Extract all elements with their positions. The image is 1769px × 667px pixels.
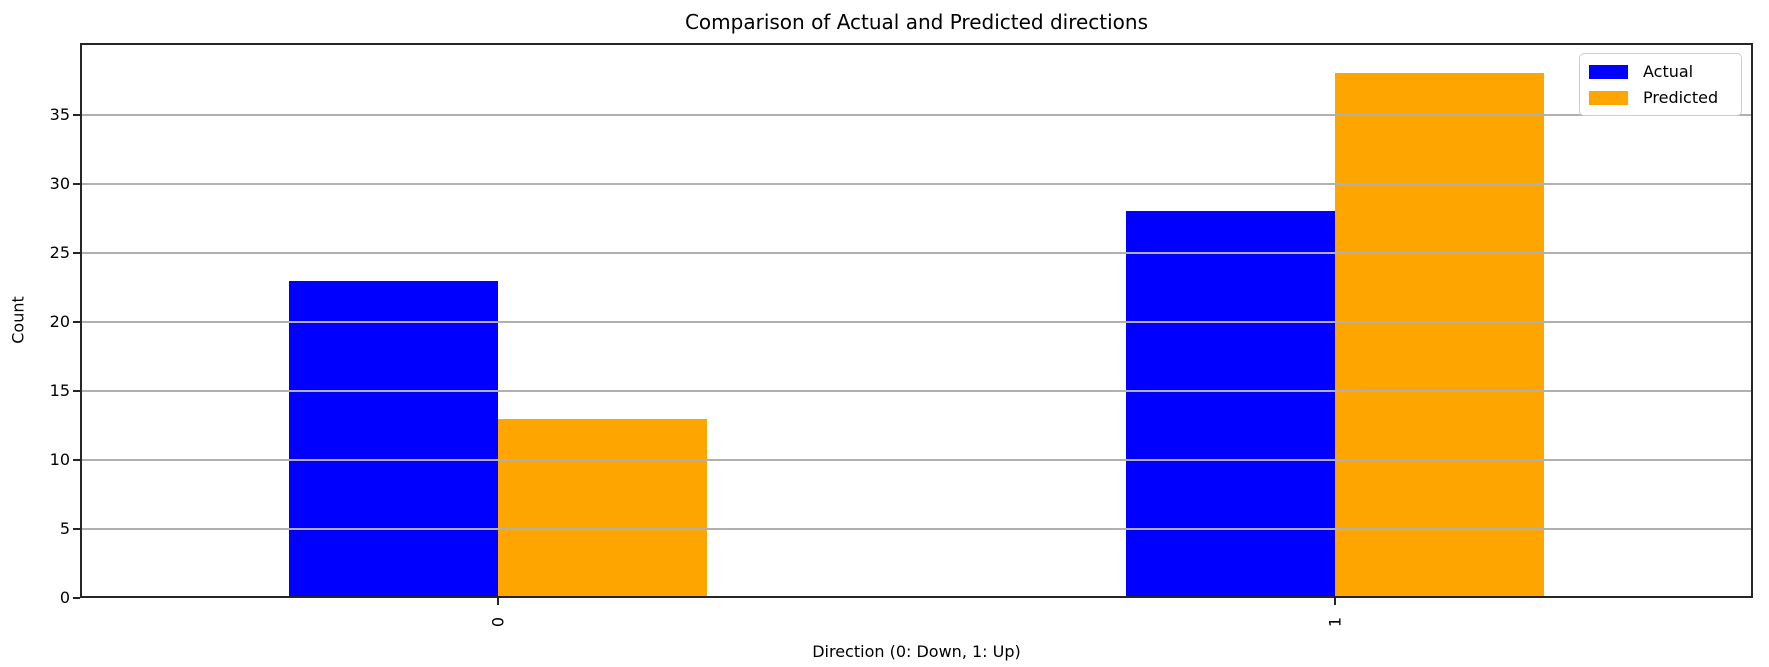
- y-tick-label-15: 15: [49, 380, 70, 400]
- bar-actual-0: [289, 280, 499, 598]
- legend-label-actual: Actual: [1643, 62, 1694, 81]
- y-tick-label-20: 20: [49, 311, 70, 331]
- y-tick-label-30: 30: [49, 173, 70, 193]
- x-tick-label-1: 1: [1325, 616, 1345, 628]
- y-tick-mark-10: [73, 458, 80, 461]
- gridline-y-15: [80, 389, 1753, 392]
- y-tick-label-25: 25: [49, 242, 70, 262]
- x-axis-label: Direction (0: Down, 1: Up): [812, 642, 1021, 661]
- legend-entry-predicted: Predicted: [1589, 88, 1731, 107]
- legend-swatch-actual: [1589, 64, 1628, 79]
- y-tick-mark-0: [73, 597, 80, 599]
- bar-actual-1: [1125, 211, 1335, 598]
- gridline-y-35: [80, 113, 1753, 116]
- y-tick-mark-15: [73, 389, 80, 392]
- y-tick-label-35: 35: [49, 104, 70, 124]
- y-tick-mark-30: [73, 182, 80, 185]
- y-tick-label-10: 10: [49, 449, 70, 469]
- legend-label-predicted: Predicted: [1643, 88, 1719, 107]
- legend-entry-actual: Actual: [1589, 62, 1731, 81]
- gridline-y-20: [80, 320, 1753, 323]
- y-tick-mark-20: [73, 320, 80, 323]
- y-tick-mark-25: [73, 251, 80, 254]
- gridline-y-30: [80, 182, 1753, 185]
- gridline-y-25: [80, 251, 1753, 254]
- bar-predicted-0: [498, 418, 708, 598]
- x-tick-mark-0: [497, 598, 500, 605]
- x-tick-mark-1: [1333, 598, 1336, 605]
- x-tick-label-0: 0: [488, 616, 508, 628]
- legend-swatch-predicted: [1589, 90, 1628, 105]
- y-tick-label-0: 0: [59, 588, 70, 607]
- plot-area: [80, 43, 1753, 598]
- legend: Actual Predicted: [1579, 53, 1742, 116]
- gridline-y-5: [80, 528, 1753, 530]
- gridline-y-10: [80, 458, 1753, 461]
- y-tick-label-5: 5: [59, 519, 70, 538]
- chart-title: Comparison of Actual and Predicted direc…: [684, 10, 1149, 34]
- bar-predicted-1: [1334, 73, 1544, 598]
- y-tick-mark-5: [73, 528, 80, 530]
- y-tick-mark-35: [73, 113, 80, 116]
